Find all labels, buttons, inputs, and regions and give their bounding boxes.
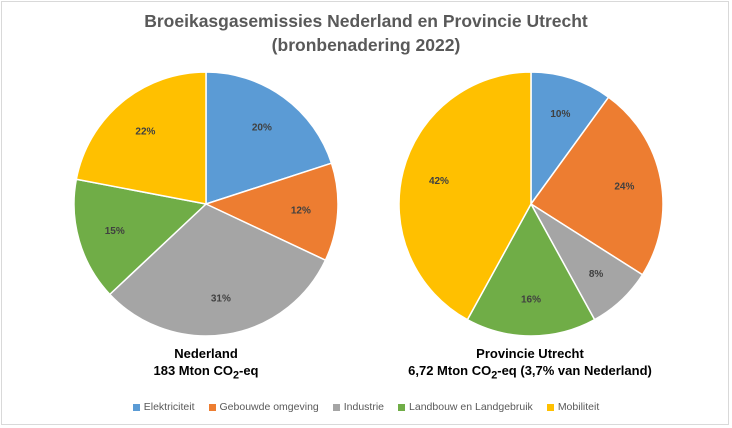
caption-nederland-total: 183 Mton CO2-eq: [56, 363, 356, 382]
legend-label: Elektriciteit: [143, 401, 195, 413]
pie-slice-nederland-2: [108, 203, 327, 337]
caption-utrecht-total-prefix: 6,72 Mton CO: [408, 363, 492, 378]
legend-item: Landbouw en Landgebruik: [398, 401, 533, 413]
legend-swatch: [332, 403, 340, 411]
pie-slice-nederland-1: [203, 162, 339, 262]
chart-title-line2: (bronbenadering 2022): [271, 35, 461, 55]
legend-item: Mobiliteit: [546, 401, 600, 413]
pie-label-nederland-4: 22%: [135, 126, 155, 137]
caption-nederland-name: Nederland: [174, 346, 238, 361]
pie-label-utrecht-4: 42%: [429, 176, 449, 187]
legend-swatch: [208, 403, 216, 411]
pie-slice-nederland-4: [75, 71, 207, 205]
legend-label: Landbouw en Landgebruik: [409, 401, 533, 413]
pie-label-nederland-2: 31%: [211, 293, 231, 304]
legend-item: Industrie: [332, 401, 385, 413]
pie-slice-nederland-0: [205, 71, 333, 206]
pie-label-nederland-3: 15%: [105, 226, 125, 237]
chart-title-line1: Broeikasgasemissies Nederland en Provinc…: [144, 11, 588, 31]
pie-label-utrecht-2: 8%: [589, 269, 604, 280]
pie-slice-nederland-3: [73, 178, 208, 296]
pie-slice-utrecht-4: [398, 71, 532, 321]
caption-utrecht-total: 6,72 Mton CO2-eq (3,7% van Nederland): [380, 363, 680, 382]
caption-nederland-total-prefix: 183 Mton CO: [153, 363, 233, 378]
legend-swatch: [132, 403, 140, 411]
pie-label-nederland-0: 20%: [252, 123, 272, 134]
legend-item: Gebouwde omgeving: [208, 401, 319, 413]
pie-slice-utrecht-0: [530, 71, 610, 207]
caption-utrecht-subscript: 2: [491, 369, 498, 382]
pie-slice-utrecht-1: [529, 96, 664, 276]
legend: Elektriciteit Gebouwde omgeving Industrie L…: [0, 401, 732, 413]
legend-swatch: [546, 403, 554, 411]
pie-label-utrecht-3: 16%: [521, 295, 541, 306]
pie-label-utrecht-1: 24%: [614, 182, 634, 193]
legend-label: Industrie: [343, 401, 385, 413]
caption-nederland-total-suffix: -eq: [239, 363, 259, 378]
legend-swatch: [398, 403, 406, 411]
pie-label-nederland-1: 12%: [291, 205, 311, 216]
legend-label: Gebouwde omgeving: [219, 401, 319, 413]
pie-slice-utrecht-3: [466, 202, 596, 337]
legend-item: Elektriciteit: [132, 401, 195, 413]
pie-label-utrecht-0: 10%: [550, 109, 570, 120]
caption-utrecht-name: Provincie Utrecht: [476, 346, 584, 361]
caption-nederland-subscript: 2: [232, 369, 239, 382]
caption-utrecht-total-suffix: -eq (3,7% van Nederland): [497, 363, 652, 378]
legend-label: Mobiliteit: [557, 401, 600, 413]
